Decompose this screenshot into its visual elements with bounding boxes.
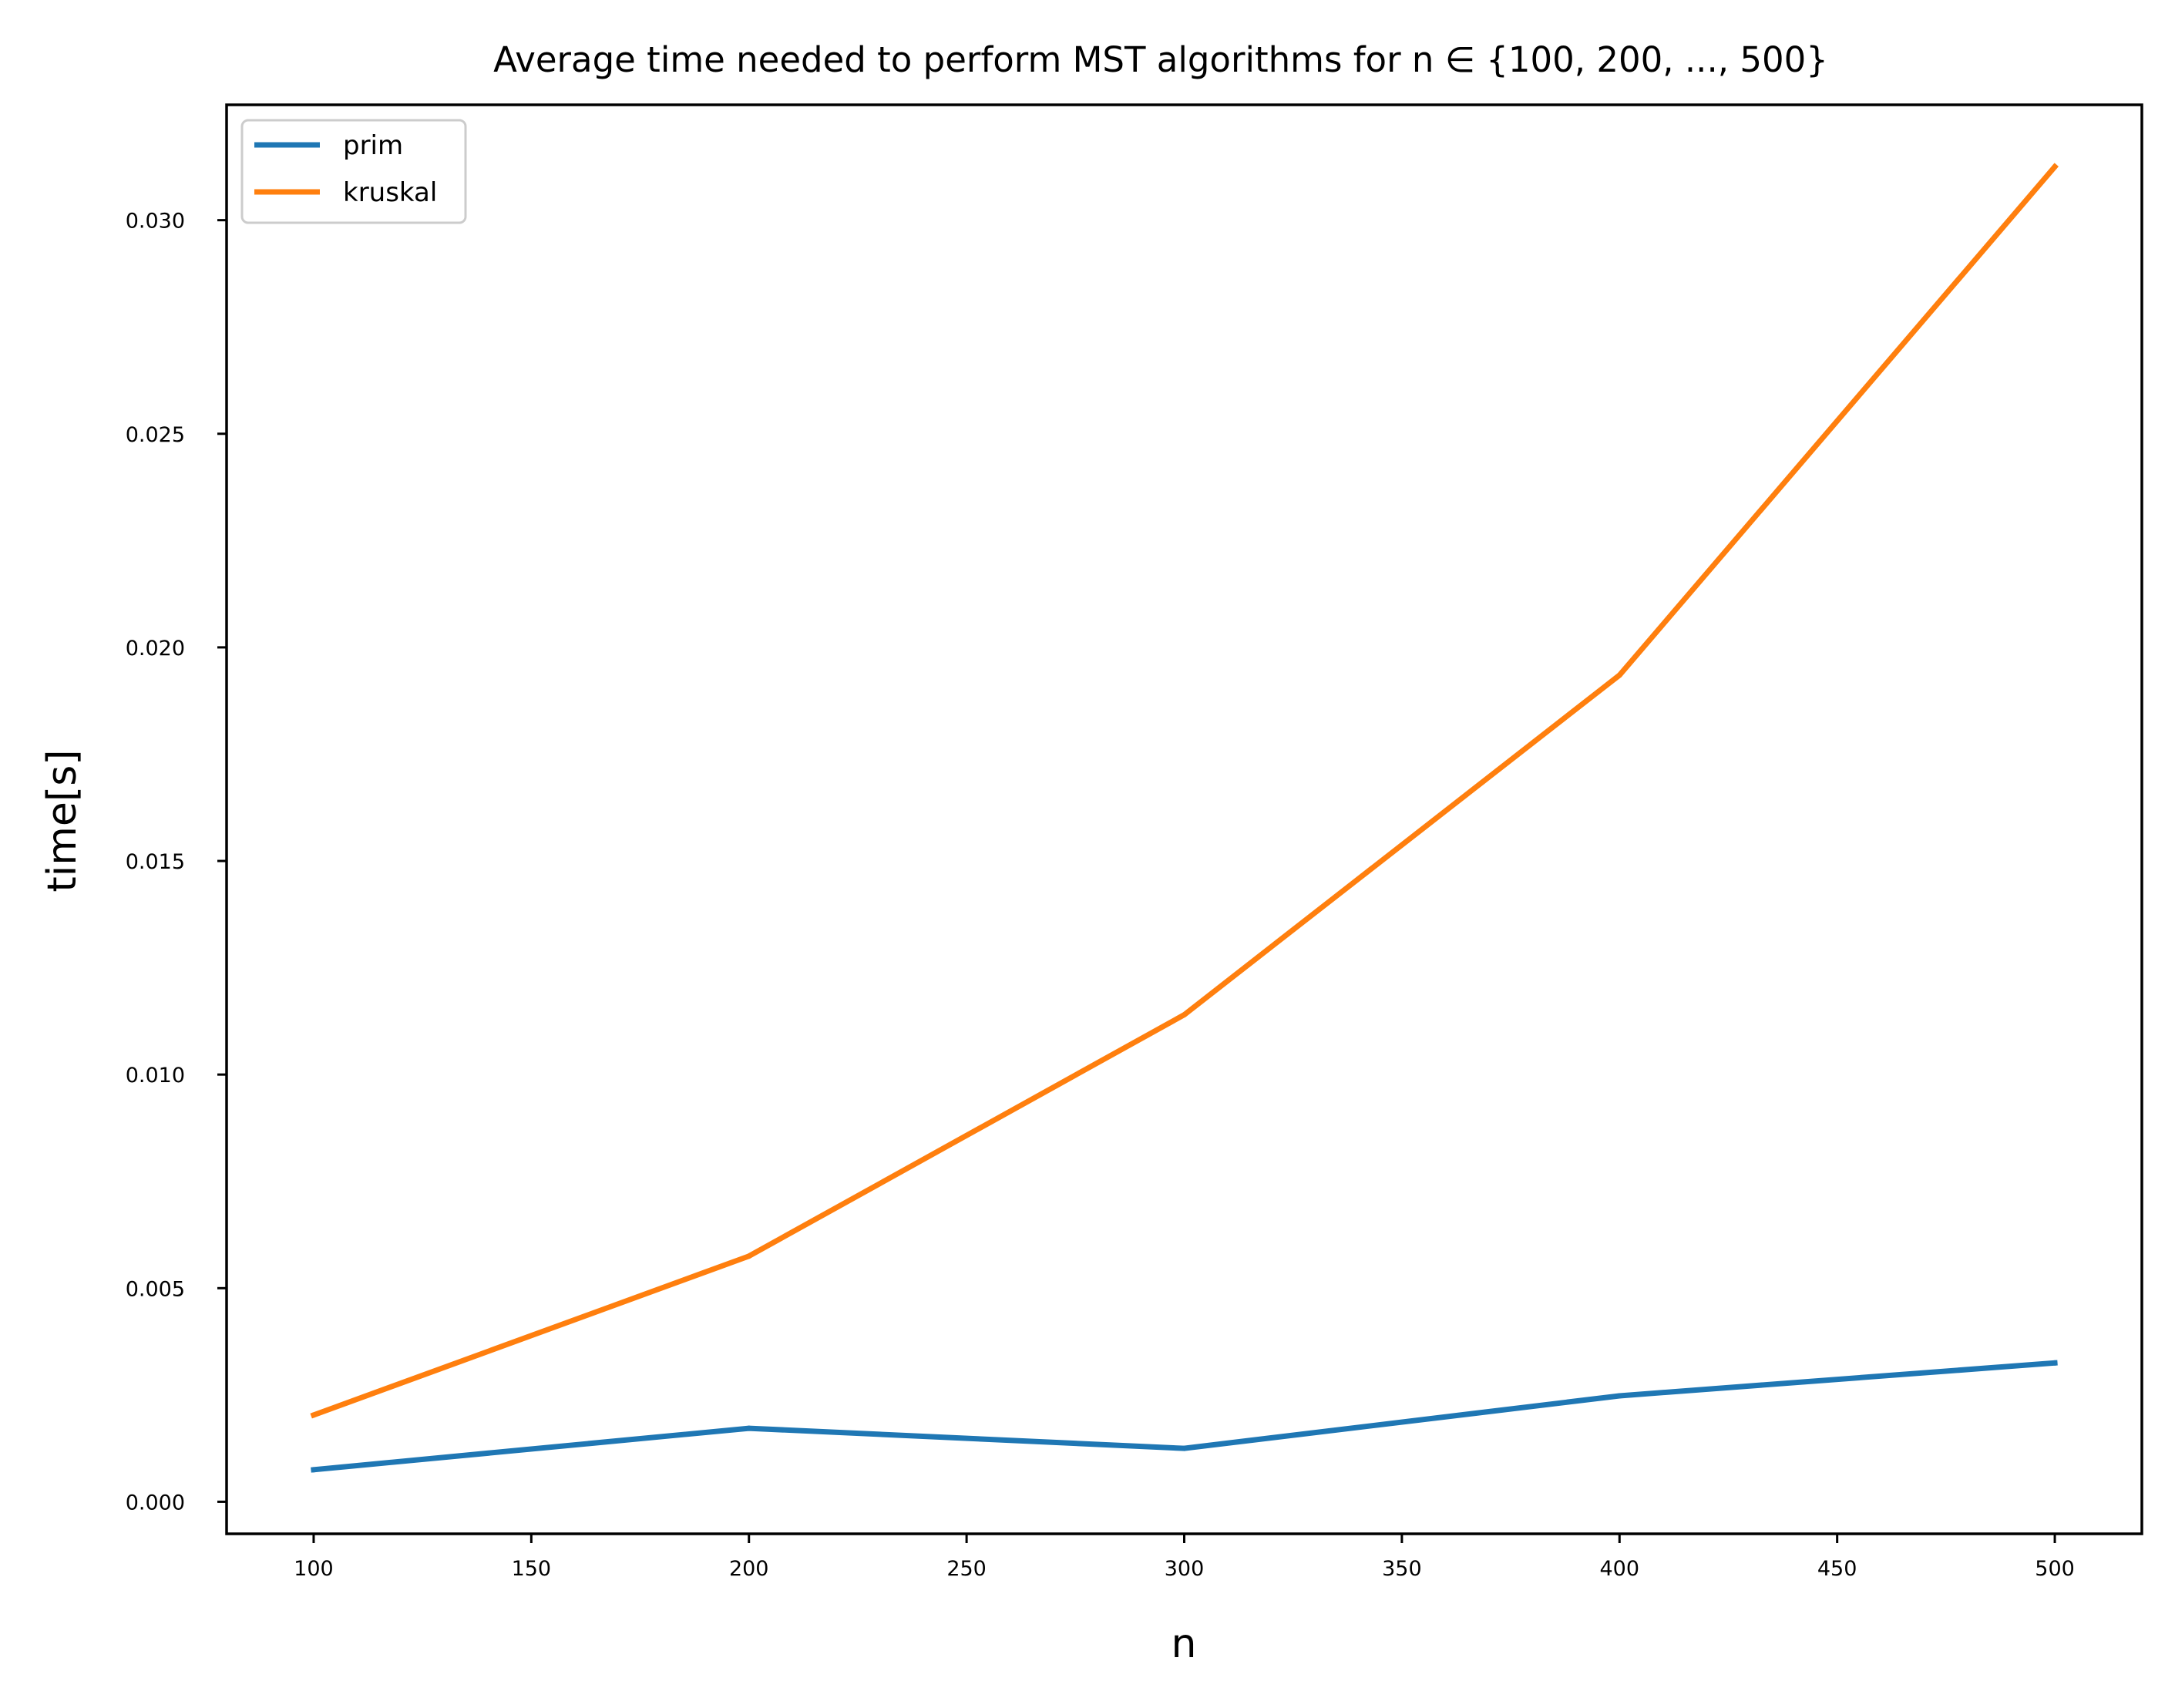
y-tick-label: 0.020	[126, 637, 185, 661]
x-tick-label: 500	[2035, 1557, 2075, 1581]
y-axis-label: time[s]	[39, 749, 86, 892]
x-tick-label: 450	[1817, 1557, 1857, 1581]
x-tick-label: 250	[946, 1557, 987, 1581]
data-point-prim	[311, 1467, 317, 1473]
x-tick-label: 200	[729, 1557, 769, 1581]
x-axis: 100 150 200 250 300 350 400 450 500	[294, 1534, 2075, 1581]
series-layer	[310, 163, 2059, 1473]
data-point-prim	[746, 1425, 752, 1431]
x-tick-label: 150	[512, 1557, 552, 1581]
legend: prim kruskal	[240, 119, 467, 224]
y-tick-label: 0.005	[126, 1277, 185, 1301]
y-tick-label: 0.030	[126, 210, 185, 234]
y-tick-label: 0.015	[126, 850, 185, 874]
data-point-prim	[1616, 1393, 1622, 1399]
legend-label-kruskal: kruskal	[343, 177, 437, 208]
y-tick-label: 0.010	[126, 1064, 185, 1088]
data-point-kruskal	[746, 1253, 752, 1259]
y-tick-label: 0.000	[126, 1491, 185, 1515]
x-axis-label: n	[1172, 1621, 1197, 1667]
x-tick-label: 100	[294, 1557, 334, 1581]
x-tick-label: 400	[1599, 1557, 1639, 1581]
y-axis: 0.000 0.005 0.010 0.015 0.020 0.025 0.030	[126, 210, 227, 1515]
y-tick-label: 0.025	[126, 423, 185, 447]
data-point-prim	[1182, 1445, 1187, 1451]
chart-title: Average time needed to perform MST algor…	[493, 39, 1828, 80]
data-point-kruskal	[311, 1412, 317, 1418]
data-point-prim	[2052, 1360, 2058, 1366]
data-point-kruskal	[1616, 672, 1622, 678]
x-tick-label: 300	[1165, 1557, 1205, 1581]
x-tick-label: 350	[1382, 1557, 1422, 1581]
data-point-kruskal	[2052, 163, 2058, 170]
legend-label-prim: prim	[343, 130, 403, 161]
data-point-kruskal	[1182, 1012, 1187, 1018]
